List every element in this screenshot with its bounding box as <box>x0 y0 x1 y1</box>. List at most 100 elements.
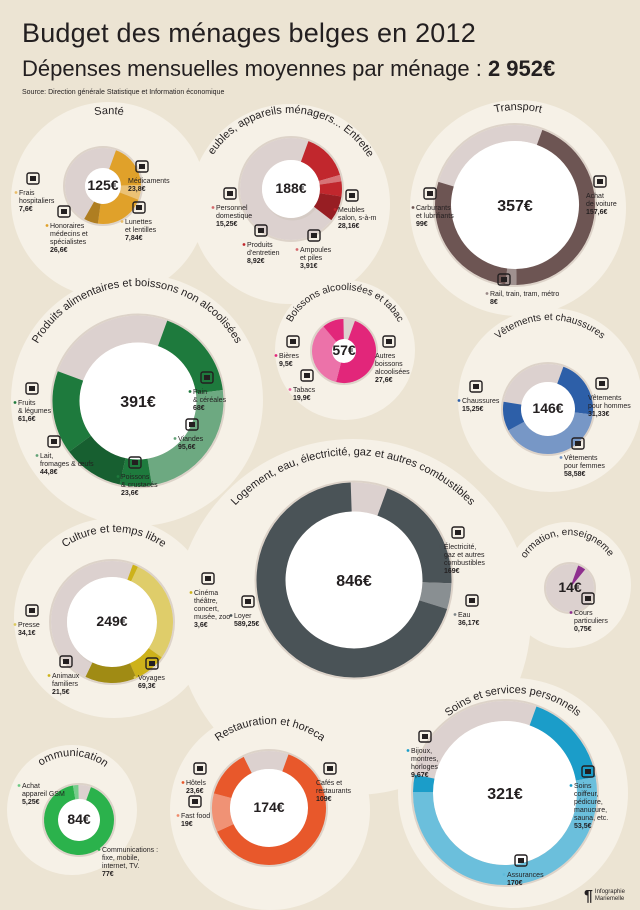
slice-assurances <box>413 777 597 885</box>
value-chaussures: 15,25€ <box>462 406 484 413</box>
chart-logement-eau-electricite-gaz-e: 846€Logement, eau, électricité, gaz et a… <box>229 446 485 680</box>
clapperboard-icon <box>201 572 215 585</box>
flame-icon <box>451 526 465 539</box>
leader-dot <box>242 243 246 246</box>
label-cafes-et: Cafés et restaurants <box>316 780 352 795</box>
label-achat: Achat appareil GSM <box>22 783 65 798</box>
ring-inner-disc <box>521 382 575 436</box>
label-animaux: Animaux familiers <box>52 673 80 688</box>
label-vetements: Vêtements pour hommes <box>588 395 631 410</box>
leader-dot <box>406 749 410 752</box>
ring-inner-disc <box>262 160 320 218</box>
label-soins: Soins coiffeur, pédicure, manucure, sauna, e… <box>574 783 608 822</box>
value-soins: 53,5€ <box>574 823 592 830</box>
title-sante: Santé <box>94 105 125 118</box>
ring-inner-disc <box>67 577 157 667</box>
slice-loyer <box>256 482 448 678</box>
slice-frais <box>84 201 102 224</box>
value-fast-food: 19€ <box>181 821 193 828</box>
label-assurances: Assurances <box>507 872 544 879</box>
value-meubles: 28,16€ <box>338 223 360 230</box>
subtitle-text: Dépenses mensuelles moyennes par ménage … <box>22 56 482 81</box>
bus-icon <box>497 273 511 286</box>
leader-dot <box>35 454 39 457</box>
slice-medicaments <box>108 150 141 187</box>
label-medicaments: Médicaments <box>128 178 170 185</box>
slice-eau <box>419 581 452 610</box>
label-rail-train-tram-metro: Rail, train, tram, métro <box>490 291 559 298</box>
ring-outline <box>433 123 597 287</box>
slice-cafes-et <box>217 754 326 865</box>
total-communications: 84€ <box>67 811 91 827</box>
ring-outline <box>210 749 328 867</box>
leader-dot <box>45 224 49 227</box>
label-personnel: Personnel domestique <box>216 205 252 220</box>
scissors-icon <box>581 765 595 778</box>
tap-icon <box>465 594 479 607</box>
hotel-bed-icon <box>193 762 207 775</box>
label-communications: Communications : fixe, mobile, internet, T… <box>102 847 158 870</box>
value-personnel: 15,25€ <box>216 221 238 228</box>
leader-dot <box>569 611 573 614</box>
label-cours: Cours particuliers <box>574 610 608 625</box>
leader-dot <box>173 437 177 440</box>
leader-dot <box>311 781 315 784</box>
hospital-bed-icon <box>26 172 40 185</box>
housekeeper-icon <box>223 187 237 200</box>
label-tabacs: Tabacs <box>293 387 316 394</box>
value-bijoux: 9,67€ <box>411 772 429 779</box>
slice-rail-train-tram-metro <box>505 268 517 285</box>
value-tabacs: 19,9€ <box>293 395 311 402</box>
value-eau: 36,17€ <box>458 620 480 627</box>
leader-dot <box>13 623 17 626</box>
fuel-can-icon <box>423 187 437 200</box>
slice-cours <box>569 565 586 589</box>
leader-dot <box>229 614 233 617</box>
slice-vetements <box>508 411 593 454</box>
doctor-icon <box>57 205 71 218</box>
value-fruits: 61,6€ <box>18 416 36 423</box>
value-rail-train-tram-metro: 8€ <box>490 299 498 306</box>
pills-icon <box>135 160 149 173</box>
label-fruits: Fruits & légumes <box>18 400 52 415</box>
cigarette-icon <box>300 369 314 382</box>
page-subtitle: Dépenses mensuelles moyennes par ménage … <box>22 56 555 82</box>
leader-dot <box>559 456 563 459</box>
leader-dot <box>439 545 443 548</box>
value-honoraires: 26,6€ <box>50 247 68 254</box>
fish-icon <box>128 456 142 469</box>
slice-viandes <box>146 390 224 486</box>
label-vetements: Vêtements pour femmes <box>564 455 605 470</box>
value-communications: 77€ <box>102 871 114 878</box>
slice-lait <box>69 435 127 485</box>
ring-outline <box>310 317 378 385</box>
value-presse: 34,1€ <box>18 630 36 637</box>
slice-communications <box>44 785 114 855</box>
source-note: Source: Direction générale Statistique e… <box>22 89 225 96</box>
total-restauration-et-horeca: 174€ <box>253 799 284 815</box>
value-vetements: 58,58€ <box>564 471 586 478</box>
leader-dot <box>581 194 585 197</box>
slice-fast-food <box>212 793 234 832</box>
label-cinema: Cinéma théâtre, concert, musée, zoo <box>194 590 230 621</box>
armchair-icon <box>345 189 359 202</box>
value-poissons: 23,6€ <box>121 490 139 497</box>
value-achat: 5,25€ <box>22 799 40 806</box>
ring-inner-disc <box>433 721 577 865</box>
value-bieres: 9,5€ <box>279 361 293 368</box>
pilcrow-icon: ¶ <box>584 888 593 905</box>
credit-line-1: Infographie <box>594 889 625 895</box>
bottle-icon <box>382 335 396 348</box>
total-produits-alimentaires-et-boiss: 391€ <box>120 394 156 411</box>
label-bieres: Bières <box>279 353 299 360</box>
slice-electricite <box>376 488 452 584</box>
label-frais: Frais hospitaliers <box>19 190 55 205</box>
label-presse: Presse <box>18 622 40 629</box>
slice-soins <box>529 706 596 781</box>
ring-outline <box>238 136 344 242</box>
credit-logo: ¶ Infographie Mariemelle <box>584 888 632 905</box>
value-carburants: 99€ <box>416 221 428 228</box>
leader-dot <box>97 848 101 851</box>
